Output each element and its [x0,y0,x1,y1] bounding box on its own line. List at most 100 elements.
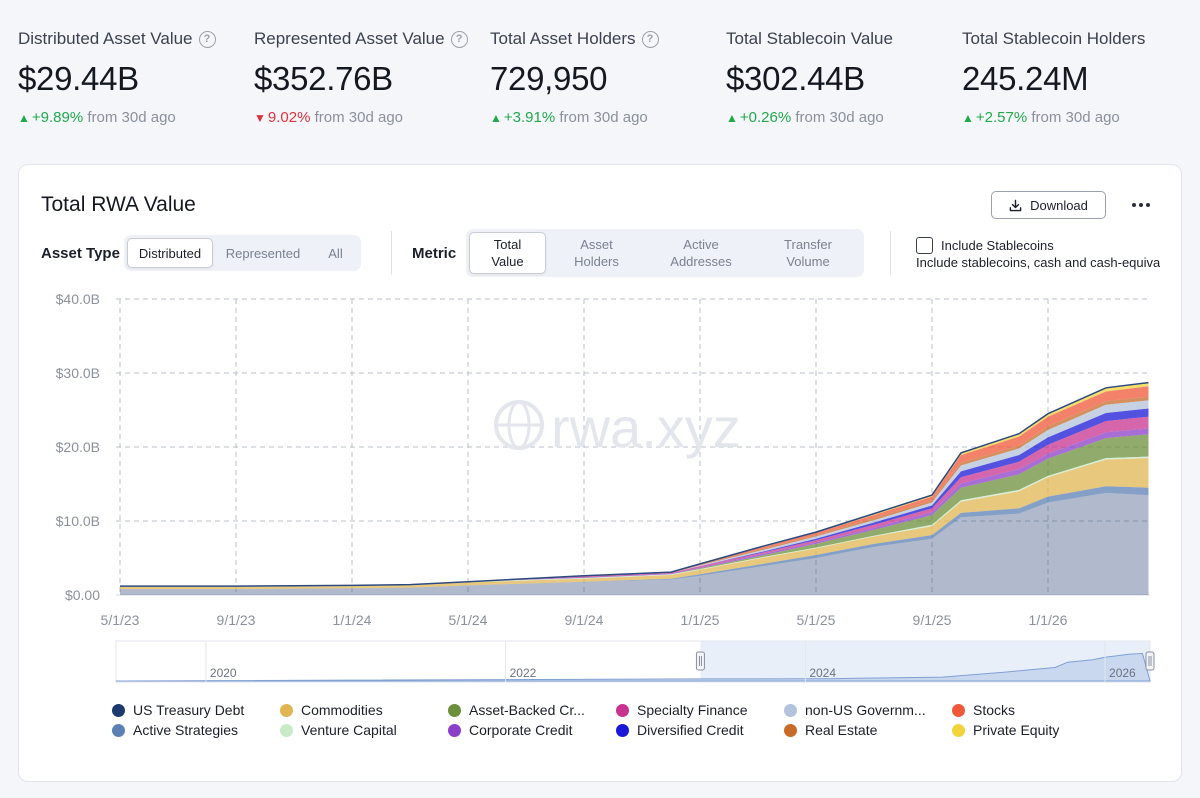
legend-item[interactable]: Corporate Credit [448,722,573,738]
x-tick-label: 1/1/25 [681,612,720,628]
metric-option-transfer-volume[interactable]: Transfer Volume [784,237,832,269]
stat-distributed-asset-value: Distributed Asset Value? $29.44B ▲ +9.89%… [18,28,254,126]
download-label: Download [1030,197,1088,213]
stat-change-period: from 30d ago [1031,109,1120,126]
triangle-up-icon: ▲ [962,111,974,125]
area-series-stocks [120,386,1149,587]
triangle-up-icon: ▲ [726,111,738,125]
rwa-chart-panel: Total RWA Value Download Asset Type Dist… [18,164,1182,782]
stat-title: Represented Asset Value [254,29,445,48]
stat-title-row: Total Stablecoin Holders [962,28,1198,50]
triangle-down-icon: ▼ [254,111,266,125]
more-horizontal-icon[interactable] [1127,193,1155,217]
stat-represented-asset-value: Represented Asset Value? $352.76B ▼ 9.02%… [254,28,490,126]
legend-item[interactable]: Asset-Backed Cr... [448,702,585,718]
download-icon [1009,199,1022,211]
area-series-commodities [120,458,1149,590]
legend-label: Asset-Backed Cr... [469,702,585,718]
x-tick-label: 9/1/24 [565,612,604,628]
legend-item[interactable]: Venture Capital [280,722,397,738]
legend-label: Active Strategies [133,722,239,738]
legend-item[interactable]: Diversified Credit [616,722,744,738]
legend-swatch [448,723,461,737]
legend-label: Venture Capital [301,722,397,738]
chart-legend: US Treasury Debt Commodities Asset-Backed … [112,702,1112,742]
stat-total-stablecoin-value: Total Stablecoin Value $302.44B ▲ +0.26% … [726,28,962,126]
legend-item[interactable]: Commodities [280,702,383,718]
metric-segmented-control: Total Value Asset Holders Active Address… [466,229,864,277]
stat-total-stablecoin-holders: Total Stablecoin Holders 245.24M ▲ +2.57%… [962,28,1198,126]
legend-label: Diversified Credit [637,722,744,738]
stat-title-row: Total Stablecoin Value [726,28,962,50]
asset-type-option-all[interactable]: All [328,245,343,261]
stat-change-value: +9.89% [31,109,84,126]
area-series-asset-backed-credit [120,434,1149,587]
legend-swatch [448,703,461,717]
asset-type-segmented-control: Distributed Represented All [124,235,361,271]
watermark-text: rwa.xyz [551,396,741,459]
asset-type-option-distributed[interactable]: Distributed [127,238,213,268]
legend-swatch [616,723,629,737]
help-circle-icon[interactable]: ? [450,30,468,48]
divider [890,231,891,275]
triangle-up-icon: ▲ [18,111,30,125]
x-tick-label: 5/1/24 [449,612,488,628]
area-series-us-treasury-debt [120,492,1149,595]
metric-option-asset-holders[interactable]: Asset Holders [574,237,619,269]
asset-type-option-represented[interactable]: Represented [225,245,301,261]
legend-item[interactable]: US Treasury Debt [112,702,244,718]
stat-change: ▲ +3.91% from 30d ago [490,109,726,126]
legend-swatch [616,703,629,717]
stat-change-value: +2.57% [975,109,1028,126]
y-tick-label: $40.0B [56,291,100,307]
stat-value: $29.44B [18,60,139,97]
legend-item[interactable]: Stocks [952,702,1015,718]
stat-title: Total Stablecoin Holders [962,29,1146,48]
stat-title-row: Distributed Asset Value? [18,28,254,50]
legend-swatch [784,723,797,737]
legend-swatch [112,703,125,717]
legend-label: non-US Governm... [805,702,926,718]
legend-label: Private Equity [973,722,1060,738]
panel-title: Total RWA Value [41,193,196,216]
include-stablecoins-checkbox[interactable] [916,237,933,254]
stacked-area-chart[interactable]: $40.0B $30.0B $20.0B $10.0B $0.005/1/23 9/1/2… [19,165,1183,783]
stat-change-period: from 30d ago [314,109,403,126]
legend-label: Corporate Credit [469,722,573,738]
triangle-up-icon: ▲ [490,111,502,125]
legend-item[interactable]: Real Estate [784,722,877,738]
total-outline-line [120,381,1149,587]
metric-label: Metric [412,245,457,262]
download-button[interactable]: Download [991,191,1106,219]
stat-title: Total Stablecoin Value [726,29,893,48]
legend-item[interactable]: non-US Governm... [784,702,926,718]
legend-item[interactable]: Specialty Finance [616,702,748,718]
navigator-year-label: 2024 [809,666,836,680]
legend-label: Real Estate [805,722,878,738]
legend-swatch [112,723,125,737]
stat-change-period: from 30d ago [795,109,884,126]
y-tick-label: $0.00 [65,587,100,603]
navigator-handle[interactable] [695,651,705,671]
legend-item[interactable]: Active Strategies [112,722,238,738]
help-circle-icon[interactable]: ? [641,30,659,48]
stat-change: ▲ +0.26% from 30d ago [726,109,962,126]
stat-title: Total Asset Holders [490,29,636,48]
metric-option-active-addresses[interactable]: Active Addresses [670,237,732,269]
navigator-series [115,652,1151,682]
x-tick-label: 9/1/25 [913,612,952,628]
legend-swatch [784,703,797,717]
stat-title-row: Represented Asset Value? [254,28,490,50]
legend-item[interactable]: Private Equity [952,722,1059,738]
x-tick-label: 5/1/25 [797,612,836,628]
help-circle-icon[interactable]: ? [198,30,216,48]
y-tick-label: $10.0B [56,513,100,529]
asset-type-label: Asset Type [41,245,120,262]
legend-label: Specialty Finance [637,702,748,718]
legend-label: Stocks [973,702,1016,718]
metric-option-total-value[interactable]: Total Value [469,232,546,274]
stat-change-value: +0.26% [739,109,792,126]
navigator-handle[interactable] [1145,651,1155,671]
legend-swatch [280,703,293,717]
stat-value: 729,950 [490,60,608,97]
